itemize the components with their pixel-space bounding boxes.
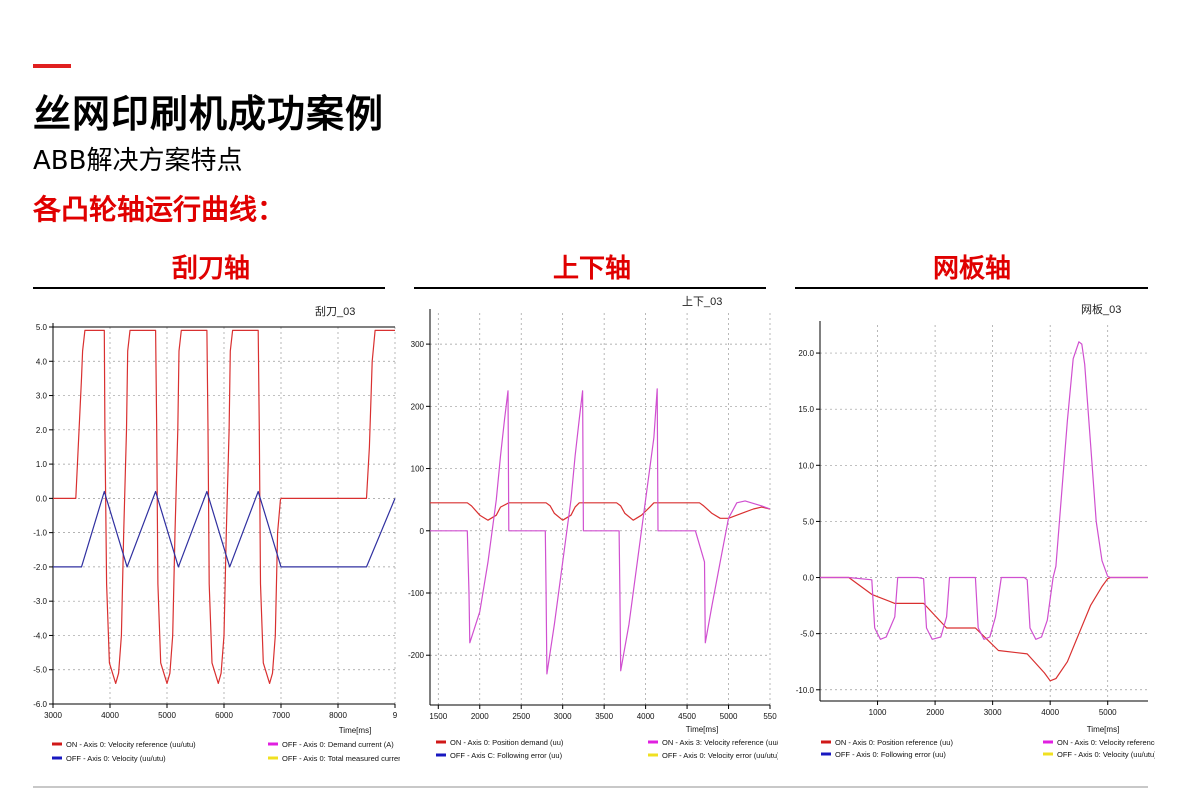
- legend-label: ON - Axis 0: Position reference (uu): [835, 738, 953, 747]
- legend-label: OFF - Axis 0: Velocity (uu/utu): [66, 754, 166, 763]
- heading-rule-left: [33, 287, 385, 289]
- page-title: 丝网印刷机成功案例: [33, 92, 385, 136]
- chart-screen-axis: 网板_03 20.0 15.0 10.0 5.0 0.0 -5.0 -10.0 1000 2000…: [796, 302, 1159, 759]
- x-tick-label: 5000: [720, 712, 738, 721]
- y-tick-label: 10.0: [798, 461, 814, 470]
- legend-label: ON - Axis 0: Velocity reference: [1057, 738, 1155, 747]
- x-tick-label: 2000: [471, 712, 489, 721]
- legend-label: OFF - Axis 0: Following error (uu): [835, 750, 946, 759]
- y-tick-label: -1.0: [33, 529, 47, 538]
- x-tick-label: 3500: [595, 712, 613, 721]
- chart-heading-screen-axis: 网板轴: [932, 254, 1011, 284]
- x-tick-label: 1000: [869, 708, 887, 717]
- y-tick-label: 300: [411, 340, 425, 349]
- series-line-1: [820, 341, 1148, 640]
- chart-title: 刮刀_03: [315, 304, 355, 318]
- x-tick-label: 2000: [926, 708, 944, 717]
- y-tick-label: -6.0: [33, 700, 47, 709]
- chart-scraper-axis: 刮刀_03 5.0 4.0 3.0 2.0 1.0 0.0 -1.0 -2.0 -3.0 -4.0 -…: [33, 304, 417, 763]
- x-tick-label: 3000: [984, 708, 1002, 717]
- y-tick-label: 100: [411, 465, 425, 474]
- y-tick-label: 1.0: [36, 460, 48, 469]
- chart-panel-screen: 网板_03 20.0 15.0 10.0 5.0 0.0 -5.0 -10.0 1000 2000…: [783, 295, 1159, 770]
- series-line-0: [430, 502, 771, 521]
- section-heading: 各凸轮轴运行曲线：: [33, 193, 286, 226]
- chart-title: 网板_03: [1081, 302, 1121, 316]
- chart-heading-scraper-axis: 刮刀轴: [171, 254, 250, 284]
- y-tick-label: -10.0: [796, 686, 815, 695]
- x-tick-label: 3000: [554, 712, 572, 721]
- y-tick-label: -100: [408, 589, 425, 598]
- legend-label: ON - Axis 3: Velocity reference (uu/utu: [662, 738, 778, 747]
- x-tick-label: 4000: [1041, 708, 1059, 717]
- accent-bar: [33, 64, 71, 68]
- x-tick-label: 4500: [678, 712, 696, 721]
- legend-label: OFF - Axis 0: Velocity error (uu/utu): [662, 751, 778, 760]
- chart-panel-updown: 上下_03 300 200 100 0 -100 -200 1500 2000 2500 3000 3…: [402, 295, 789, 770]
- x-axis-label: Time[ms]: [1087, 725, 1120, 734]
- heading-rule-middle: [414, 287, 766, 289]
- y-tick-label: -5.0: [800, 630, 814, 639]
- y-tick-label: 5.0: [36, 323, 48, 332]
- legend-label: OFF - Axis C: Following error (uu): [450, 751, 563, 760]
- x-tick-label: 550: [763, 712, 777, 721]
- heading-rule-right: [795, 287, 1148, 289]
- series-line-0: [53, 329, 395, 684]
- y-tick-label: -200: [408, 651, 425, 660]
- x-tick-label: 6000: [215, 711, 233, 720]
- y-tick-label: 20.0: [798, 349, 814, 358]
- x-tick-label: 7000: [272, 711, 290, 720]
- y-tick-label: 0.0: [803, 574, 815, 583]
- x-tick-label: 2500: [512, 712, 530, 721]
- chart-updown-axis: 上下_03 300 200 100 0 -100 -200 1500 2000 2500 3000 3…: [408, 295, 789, 760]
- x-tick-label: 5000: [1099, 708, 1117, 717]
- x-tick-label: 1500: [429, 712, 447, 721]
- x-tick-label: 8000: [329, 711, 347, 720]
- y-tick-label: 0.0: [36, 494, 48, 503]
- x-tick-label: 4000: [637, 712, 655, 721]
- series-line-1: [53, 490, 396, 568]
- y-tick-label: 3.0: [36, 392, 48, 401]
- legend-label: OFF - Axis 0: Total measured current (A): [282, 754, 400, 763]
- y-tick-label: -2.0: [33, 563, 47, 572]
- legend-label: ON - Axis 0: Position demand (uu): [450, 738, 564, 747]
- y-tick-label: -4.0: [33, 631, 47, 640]
- x-tick-label: 9: [393, 711, 398, 720]
- legend-label: OFF - Axis 0: Demand current (A): [282, 740, 394, 749]
- y-tick-label: -3.0: [33, 597, 47, 606]
- series-line-1: [430, 388, 771, 675]
- chart-title: 上下_03: [682, 295, 722, 308]
- legend-label: ON - Axis 0: Velocity reference (uu/utu): [66, 740, 196, 749]
- x-tick-label: 5000: [158, 711, 176, 720]
- x-tick-label: 4000: [101, 711, 119, 720]
- y-tick-label: 2.0: [36, 426, 48, 435]
- page-subtitle: ABB解决方案特点: [33, 146, 243, 176]
- y-tick-label: -5.0: [33, 666, 47, 675]
- bottom-rule: [33, 786, 1148, 788]
- y-tick-label: 200: [411, 402, 425, 411]
- y-tick-label: 0: [420, 527, 425, 536]
- y-tick-label: 5.0: [803, 517, 815, 526]
- x-axis-label: Time[ms]: [339, 726, 372, 735]
- series-line-0: [820, 576, 1148, 682]
- legend-label: OFF - Axis 0: Velocity (uu/utu): [1057, 750, 1155, 759]
- x-tick-label: 3000: [44, 711, 62, 720]
- y-tick-label: 15.0: [798, 405, 814, 414]
- chart-heading-updown-axis: 上下轴: [552, 254, 631, 284]
- x-axis-label: Time[ms]: [686, 725, 719, 734]
- y-tick-label: 4.0: [36, 357, 48, 366]
- chart-panel-scraper: 刮刀_03 5.0 4.0 3.0 2.0 1.0 0.0 -1.0 -2.0 -3.0 -4.0 -…: [30, 295, 417, 770]
